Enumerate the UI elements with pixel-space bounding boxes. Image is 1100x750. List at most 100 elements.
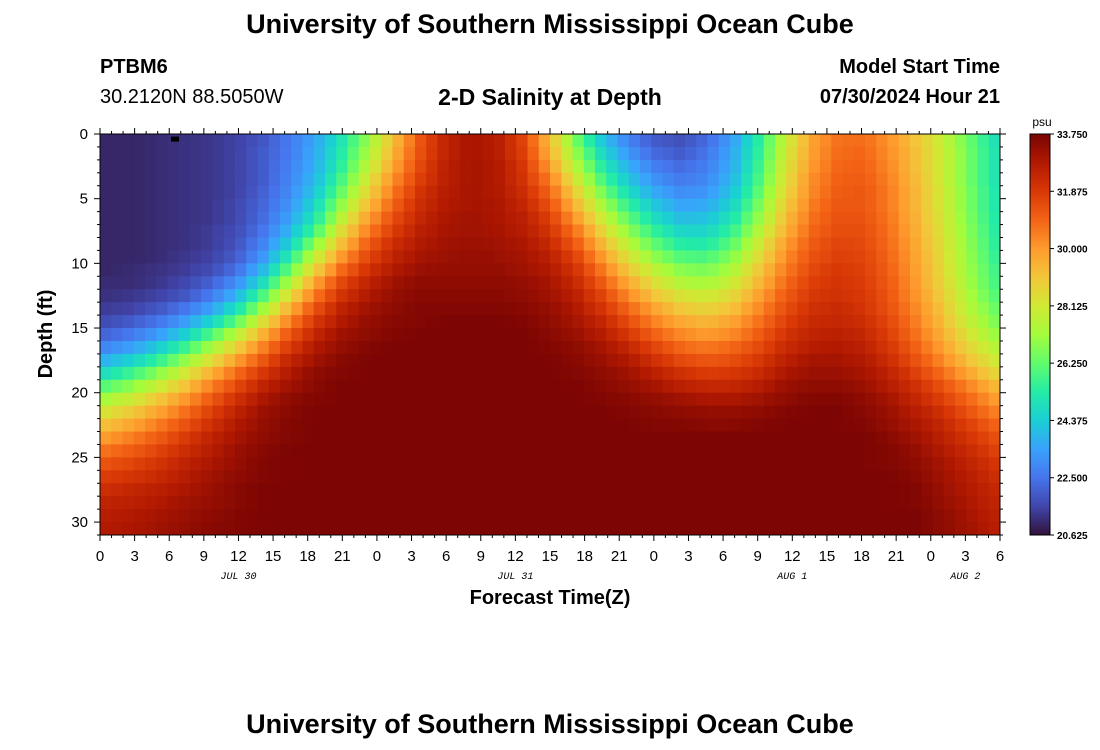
heatmap-cell <box>336 328 349 342</box>
heatmap-cell <box>347 431 360 446</box>
heatmap-cell <box>561 509 574 523</box>
heatmap-cell <box>775 522 787 535</box>
heatmap-cell <box>797 185 810 200</box>
heatmap-cell <box>910 483 922 497</box>
heatmap-cell <box>358 185 371 200</box>
heatmap-cell <box>280 444 292 458</box>
heatmap-cell <box>302 172 315 187</box>
heatmap-cell <box>572 159 585 174</box>
x-tick-label: 21 <box>888 548 905 565</box>
heatmap-cell <box>797 457 810 471</box>
heatmap-cell <box>100 483 112 497</box>
heatmap-cell <box>988 159 1000 174</box>
heatmap-cell <box>797 224 810 239</box>
heatmap-cell <box>381 483 394 497</box>
heatmap-cell <box>167 444 180 458</box>
heatmap-cell <box>358 470 371 484</box>
heatmap-cell <box>617 276 630 290</box>
heatmap-cell <box>235 198 247 213</box>
heatmap-cell <box>336 353 349 368</box>
heatmap-cell <box>741 340 754 355</box>
heatmap-cell <box>516 496 529 510</box>
heatmap-cell <box>122 250 135 264</box>
heatmap-cell <box>178 418 191 433</box>
heatmap-cell <box>370 185 382 200</box>
heatmap-cell <box>370 431 382 446</box>
heatmap-cell <box>145 172 157 187</box>
heatmap-cell <box>505 276 517 290</box>
heatmap-cell <box>392 211 405 226</box>
heatmap-cell <box>898 366 911 381</box>
heatmap-cell <box>932 289 945 303</box>
heatmap-cell <box>831 263 844 277</box>
heatmap-cell <box>448 444 461 458</box>
heatmap-cell <box>482 185 495 200</box>
heatmap-cell <box>133 289 146 303</box>
heatmap-cell <box>977 366 990 381</box>
y-axis-label: Depth (ft) <box>35 290 57 379</box>
heatmap-cell <box>651 444 664 458</box>
heatmap-cell <box>201 392 214 407</box>
heatmap-cell <box>763 250 776 264</box>
heatmap-cell <box>246 276 259 290</box>
heatmap-cell <box>133 522 146 535</box>
heatmap-cell <box>122 159 135 174</box>
colorbar <box>1029 133 1051 536</box>
heatmap-cell <box>763 302 776 316</box>
heatmap-cell <box>313 315 326 329</box>
heatmap-cell <box>257 340 270 355</box>
heatmap-cell <box>718 198 731 213</box>
heatmap-cell <box>190 302 202 316</box>
heatmap-cell <box>527 289 540 303</box>
heatmap-cell <box>527 366 540 381</box>
heatmap-cell <box>853 224 866 239</box>
heatmap-cell <box>212 405 225 420</box>
heatmap-cell <box>808 392 821 407</box>
heatmap-cell <box>797 379 810 394</box>
heatmap-cell <box>291 444 304 458</box>
heatmap-cell <box>865 224 877 239</box>
heatmap-cell <box>550 224 562 239</box>
heatmap-cell <box>516 237 529 252</box>
heatmap-cell <box>651 405 664 420</box>
heatmap-cell <box>887 289 900 303</box>
heatmap-cell <box>977 159 990 174</box>
heatmap-cell <box>640 470 652 484</box>
heatmap-cell <box>932 509 945 523</box>
heatmap-cell <box>628 353 641 368</box>
heatmap-cell <box>651 366 664 381</box>
heatmap-cell <box>831 353 844 368</box>
heatmap-cell <box>325 405 337 420</box>
heatmap-cell <box>685 340 697 355</box>
heatmap-cell <box>685 366 697 381</box>
heatmap-cell <box>853 146 866 161</box>
heatmap-cell <box>640 340 652 355</box>
heatmap-cell <box>673 431 686 446</box>
heatmap-cell <box>133 340 146 355</box>
heatmap-cell <box>752 211 765 226</box>
heatmap-cell <box>280 289 292 303</box>
heatmap-cell <box>100 159 112 174</box>
heatmap-cell <box>156 289 169 303</box>
heatmap-cell <box>910 522 922 535</box>
heatmap-cell <box>572 211 585 226</box>
heatmap-cell <box>572 522 585 535</box>
heatmap-cell <box>347 250 360 264</box>
heatmap-cell <box>482 289 495 303</box>
heatmap-cell <box>685 185 697 200</box>
heatmap-cell <box>617 431 630 446</box>
heatmap-cell <box>910 302 922 316</box>
heatmap-cell <box>178 237 191 252</box>
heatmap-cell <box>898 509 911 523</box>
heatmap-cell <box>302 276 315 290</box>
heatmap-cell <box>280 509 292 523</box>
heatmap-cell <box>235 159 247 174</box>
heatmap-cell <box>257 405 270 420</box>
heatmap-cell <box>988 353 1000 368</box>
heatmap-cell <box>842 522 855 535</box>
heatmap-cell <box>156 315 169 329</box>
heatmap-cell <box>583 353 596 368</box>
heatmap-cell <box>437 353 450 368</box>
heatmap-cell <box>853 405 866 420</box>
heatmap-cell <box>988 211 1000 226</box>
